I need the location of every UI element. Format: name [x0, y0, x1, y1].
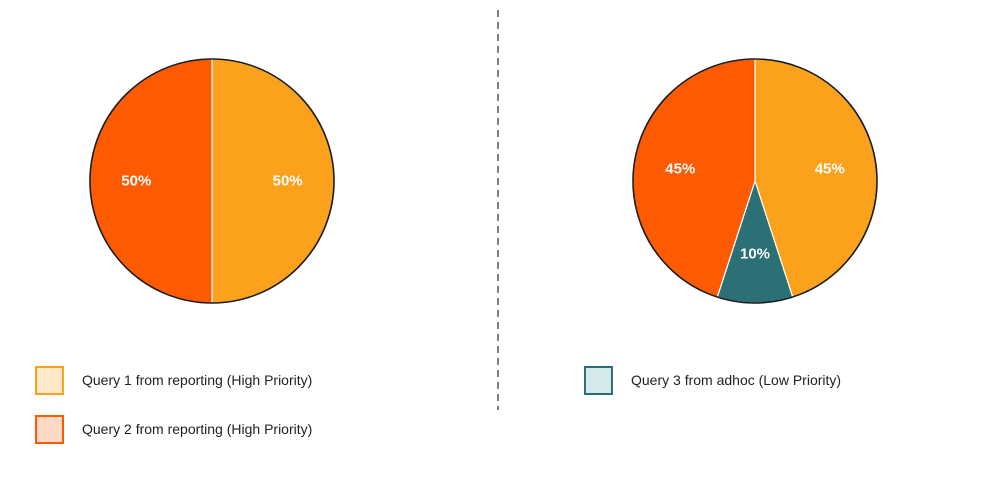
pie-outline — [632, 58, 878, 304]
pie-slice-percent-label: 45% — [665, 161, 695, 178]
pie-outline — [89, 58, 335, 304]
legend-swatch-query-1 — [35, 365, 64, 395]
legend-label-query-3: Query 3 from adhoc (Low Priority) — [631, 372, 842, 388]
pie-chart-right: 45% 10% 45% — [632, 58, 878, 304]
pie-slice-percent-label: 10% — [740, 246, 770, 263]
legend-label-query-2: Query 2 from reporting (High Priority) — [82, 421, 313, 437]
pie-slice-percent-label: 50% — [273, 173, 303, 190]
pie-chart-left: 50% 50% — [89, 58, 335, 304]
legend-label-query-1: Query 1 from reporting (High Priority) — [82, 372, 313, 388]
legend-swatch-query-2 — [35, 414, 64, 444]
legend-item-query-1: Query 1 from reporting (High Priority) — [35, 363, 312, 397]
legend-item-query-2: Query 2 from reporting (High Priority) — [35, 412, 312, 446]
pie-slice-percent-label: 45% — [815, 161, 845, 178]
legend-item-query-3: Query 3 from adhoc (Low Priority) — [584, 363, 841, 397]
pie-slice-percent-label: 50% — [121, 173, 151, 190]
legend-swatch-query-3 — [584, 365, 613, 395]
